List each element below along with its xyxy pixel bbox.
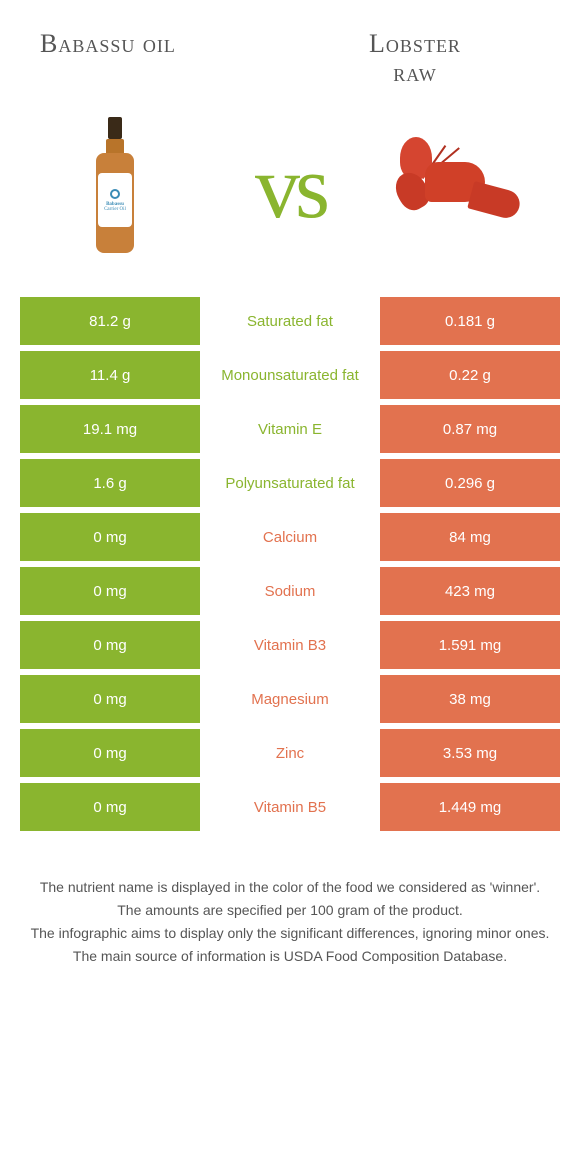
right-value: 3.53 mg <box>380 729 560 777</box>
right-value: 84 mg <box>380 513 560 561</box>
right-food-title: Lobster raw <box>290 30 540 87</box>
nutrient-name: Magnesium <box>200 675 380 723</box>
left-food-image: Babassu Carrier Oil <box>40 107 190 267</box>
right-food-image <box>390 107 540 267</box>
nutrient-name: Vitamin E <box>200 405 380 453</box>
nutrient-name: Saturated fat <box>200 297 380 345</box>
table-row: 19.1 mgVitamin E0.87 mg <box>20 405 560 453</box>
nutrient-name: Vitamin B3 <box>200 621 380 669</box>
nutrient-name: Vitamin B5 <box>200 783 380 831</box>
footer-line-1: The nutrient name is displayed in the co… <box>30 877 550 898</box>
right-title-line1: Lobster <box>290 30 540 59</box>
images-row: Babassu Carrier Oil vs <box>0 97 580 297</box>
bottle-label-2: Carrier Oil <box>104 207 126 212</box>
vs-text: vs <box>255 136 325 239</box>
nutrient-name: Monounsaturated fat <box>200 351 380 399</box>
right-value: 423 mg <box>380 567 560 615</box>
right-value: 0.296 g <box>380 459 560 507</box>
table-row: 0 mgVitamin B31.591 mg <box>20 621 560 669</box>
left-value: 11.4 g <box>20 351 200 399</box>
footer-line-2: The amounts are specified per 100 gram o… <box>30 900 550 921</box>
left-value: 0 mg <box>20 621 200 669</box>
table-row: 11.4 gMonounsaturated fat0.22 g <box>20 351 560 399</box>
left-value: 81.2 g <box>20 297 200 345</box>
table-row: 0 mgSodium423 mg <box>20 567 560 615</box>
right-value: 38 mg <box>380 675 560 723</box>
footer-line-3: The infographic aims to display only the… <box>30 923 550 944</box>
right-value: 0.181 g <box>380 297 560 345</box>
left-value: 0 mg <box>20 729 200 777</box>
right-title-line2: raw <box>290 59 540 88</box>
left-value: 0 mg <box>20 513 200 561</box>
right-value: 0.87 mg <box>380 405 560 453</box>
left-value: 19.1 mg <box>20 405 200 453</box>
nutrient-name: Calcium <box>200 513 380 561</box>
table-row: 1.6 gPolyunsaturated fat0.296 g <box>20 459 560 507</box>
nutrient-name: Polyunsaturated fat <box>200 459 380 507</box>
nutrient-table: 81.2 gSaturated fat0.181 g 11.4 gMonounsa… <box>0 297 580 831</box>
lobster-icon <box>395 132 535 242</box>
footer-notes: The nutrient name is displayed in the co… <box>0 837 580 989</box>
right-value: 1.591 mg <box>380 621 560 669</box>
bottle-icon: Babassu Carrier Oil <box>90 117 140 257</box>
left-value: 0 mg <box>20 567 200 615</box>
left-value: 0 mg <box>20 675 200 723</box>
nutrient-name: Sodium <box>200 567 380 615</box>
footer-line-4: The main source of information is USDA F… <box>30 946 550 967</box>
left-value: 1.6 g <box>20 459 200 507</box>
table-row: 0 mgMagnesium38 mg <box>20 675 560 723</box>
left-title-text: Babassu oil <box>40 29 176 58</box>
table-row: 0 mgZinc3.53 mg <box>20 729 560 777</box>
nutrient-name: Zinc <box>200 729 380 777</box>
table-row: 0 mgCalcium84 mg <box>20 513 560 561</box>
right-value: 0.22 g <box>380 351 560 399</box>
table-row: 81.2 gSaturated fat0.181 g <box>20 297 560 345</box>
left-food-title: Babassu oil <box>40 30 290 87</box>
left-value: 0 mg <box>20 783 200 831</box>
right-value: 1.449 mg <box>380 783 560 831</box>
header: Babassu oil Lobster raw <box>0 0 580 97</box>
table-row: 0 mgVitamin B51.449 mg <box>20 783 560 831</box>
